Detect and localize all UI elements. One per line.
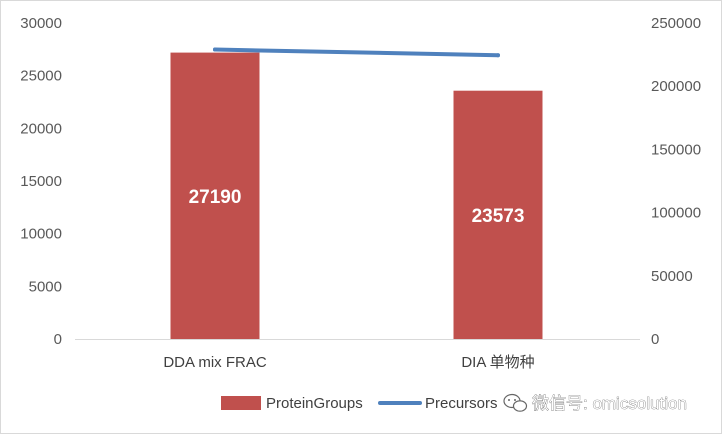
left-tick-label: 5000: [29, 278, 62, 295]
left-tick-label: 0: [54, 331, 62, 348]
right-axis-ticks: 0 50000 100000 150000 200000 250000: [651, 15, 701, 348]
line-precursors: [213, 47, 500, 58]
right-tick-label: 0: [651, 331, 659, 348]
bar-0: [170, 52, 260, 340]
legend-swatch-proteingroups: [221, 396, 261, 410]
left-tick-label: 15000: [20, 173, 62, 190]
right-tick-label: 50000: [651, 268, 693, 285]
data-label-1: 23573: [472, 206, 525, 227]
right-tick-label: 200000: [651, 78, 701, 95]
category-label-0: DDA mix FRAC: [163, 354, 267, 371]
left-tick-label: 20000: [20, 120, 62, 137]
bar-series: [170, 52, 543, 340]
bar-1: [453, 90, 543, 340]
left-tick-label: 30000: [20, 15, 62, 32]
data-label-0: 27190: [189, 187, 242, 208]
watermark-text: 微信号: omicsolution: [532, 394, 687, 413]
right-tick-label: 100000: [651, 205, 701, 222]
line-series: [213, 47, 500, 58]
left-axis-ticks: 0 5000 10000 15000 20000 25000 30000: [20, 15, 62, 348]
category-labels: DDA mix FRAC DIA 单物种: [163, 354, 534, 371]
left-tick-label: 25000: [20, 68, 62, 85]
legend-label-precursors: Precursors: [425, 395, 498, 412]
line-point-1: [496, 53, 500, 58]
legend-label-proteingroups: ProteinGroups: [266, 395, 363, 412]
category-label-1: DIA 单物种: [461, 354, 534, 371]
data-labels: 27190 23573: [189, 187, 525, 227]
line-point-0: [213, 47, 217, 52]
left-tick-label: 10000: [20, 226, 62, 243]
legend: ProteinGroups Precursors: [221, 395, 498, 412]
wechat-icon: [503, 393, 528, 412]
watermark: 微信号: omicsolution: [503, 393, 687, 413]
right-tick-label: 250000: [651, 15, 701, 32]
right-tick-label: 150000: [651, 141, 701, 158]
